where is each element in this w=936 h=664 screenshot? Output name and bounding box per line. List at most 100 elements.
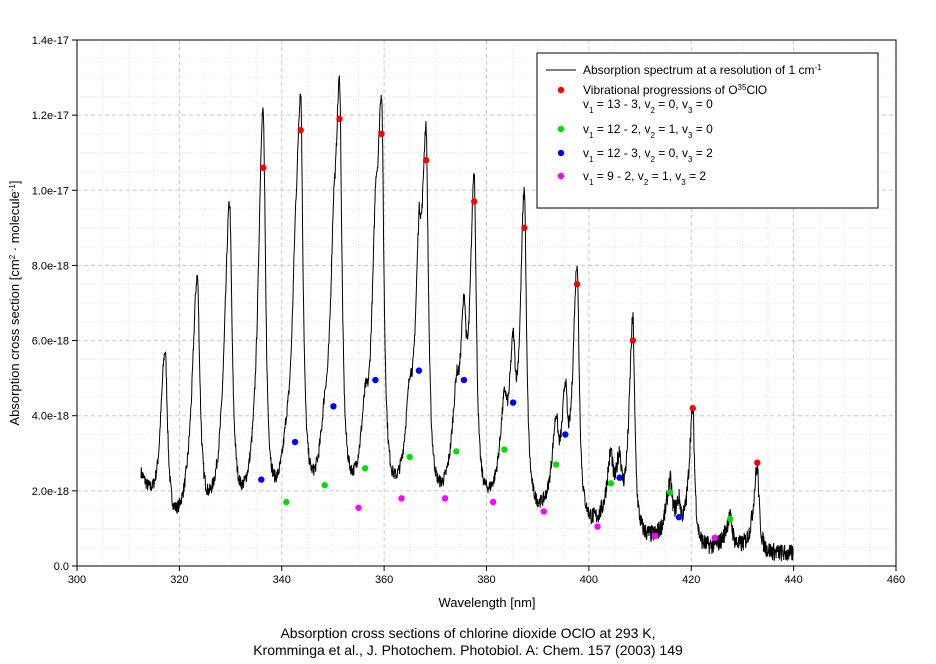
legend-marker-1 [557, 86, 565, 94]
marker-series-1 [689, 405, 696, 412]
legend-text-part: 35 [738, 83, 747, 92]
legend-text-part: = 9 - 2, v [593, 169, 643, 183]
x-tick-label: 400 [580, 574, 598, 586]
legend-text-part: 2 [650, 155, 655, 164]
marker-series-2 [726, 515, 734, 523]
marker-series-3 [415, 367, 423, 374]
marker-series-4 [355, 504, 362, 511]
legend-sublabel-1: v1 = 13 - 3, v2 = 0, v3 = 0 [583, 97, 713, 115]
marker-series-3 [258, 476, 265, 483]
marker-series-1 [471, 198, 478, 205]
legend-label-3: v1 = 12 - 3, v2 = 0, v3 = 2 [583, 146, 713, 164]
legend-text-part: = 0, v [655, 146, 688, 160]
x-tick-label: 440 [784, 574, 802, 586]
marker-series-1 [573, 281, 581, 288]
legend-text-part: = 13 - 3, v [593, 97, 650, 111]
y-tick-label: 1.4e-17 [32, 35, 69, 47]
legend-text-part: ClO [746, 83, 767, 97]
marker-series-4 [441, 495, 449, 502]
y-axis-title: Absorption cross section [cm2 · molecule… [7, 181, 22, 426]
marker-series-3 [616, 474, 623, 481]
x-tick-label: 420 [682, 574, 700, 586]
y-tick-label: 6.0e-18 [32, 336, 69, 348]
legend-text-part: -1 [814, 63, 822, 72]
legend-text-part: 2 [650, 106, 655, 115]
marker-series-4 [540, 508, 548, 515]
legend-label-1: Vibrational progressions of O35ClO [583, 83, 767, 98]
legend-text-part: 3 [688, 131, 693, 140]
legend-text-part: Absorption spectrum at a resolution of 1… [583, 63, 814, 77]
legend-marker-2 [557, 125, 565, 133]
y-axis: 0.0 2.0e-18 4.0e-18 6.0e-18 8.0e-18 1.0e-17 1.… [32, 35, 77, 573]
legend-text-part: 2 [650, 131, 655, 140]
legend-text-part: Vibrational progressions of O [583, 83, 738, 97]
marker-series-4 [711, 534, 718, 542]
marker-series-3 [330, 403, 337, 410]
marker-series-1 [422, 157, 430, 164]
y-axis-title-part: · molecule [7, 191, 22, 255]
legend-label-2: v1 = 12 - 2, v2 = 1, v3 = 0 [583, 122, 713, 140]
legend-text-part: v [583, 122, 589, 136]
marker-series-1 [336, 115, 343, 123]
x-axis-title: Wavelength [nm] [438, 595, 535, 610]
marker-series-2 [361, 465, 369, 472]
legend-text-part: 1 [589, 155, 594, 164]
legend-marker-4 [557, 172, 565, 180]
spectrum-line [140, 75, 794, 562]
x-tick-label: 460 [887, 574, 905, 586]
legend: Absorption spectrum at a resolution of 1… [536, 52, 879, 209]
marker-series-1 [521, 224, 528, 232]
marker-series-4 [594, 523, 601, 530]
caption-line-1: Absorption cross sections of chlorine di… [280, 625, 656, 641]
legend-label-4: v1 = 9 - 2, v2 = 1, v3 = 2 [583, 169, 706, 187]
legend-text-part: = 0, v [655, 97, 688, 111]
marker-series-1 [754, 459, 761, 466]
legend-text-part: = 0 [692, 122, 713, 136]
legend-text-part: 2 [644, 178, 649, 187]
legend-spectrum-label: Absorption spectrum at a resolution of 1… [583, 63, 822, 78]
y-axis-title-part: ] [7, 181, 22, 185]
marker-series-2 [283, 498, 290, 506]
legend-text-part: 1 [589, 106, 594, 115]
marker-series-3 [509, 399, 517, 406]
marker-series-3 [291, 438, 299, 446]
marker-series-4 [398, 495, 405, 502]
legend-text-part: v [583, 146, 589, 160]
x-tick-label: 320 [170, 574, 188, 586]
y-tick-label: 4.0e-18 [32, 411, 69, 423]
marker-series-1 [629, 337, 637, 344]
marker-series-1 [260, 164, 267, 171]
marker-series-4 [489, 498, 497, 506]
x-tick-label: 360 [375, 574, 393, 586]
legend-text-part: 3 [688, 106, 693, 115]
legend-text-part: = 1, v [655, 122, 688, 136]
marker-series-2 [552, 461, 560, 468]
legend-marker-3 [557, 149, 565, 157]
legend-text-part: = 2 [692, 146, 713, 160]
legend-text-part: = 0 [692, 97, 713, 111]
marker-series-1 [378, 130, 385, 138]
marker-series-2 [607, 480, 615, 487]
legend-text-part: = 12 - 2, v [593, 122, 650, 136]
y-axis-title-part: -1 [8, 184, 17, 192]
legend-text-part: v [583, 169, 589, 183]
y-tick-label: 8.0e-18 [32, 260, 69, 272]
legend-text-part: 1 [589, 131, 594, 140]
y-axis-title-part: 2 [8, 254, 17, 259]
marker-series-3 [460, 376, 468, 384]
y-tick-label: 2.0e-18 [32, 486, 69, 498]
chart: 300 320 340 360 380 400 420 440 460 0.0 2.0e-18 4.… [7, 35, 905, 610]
x-tick-label: 380 [477, 574, 495, 586]
marker-series-2 [321, 482, 328, 489]
legend-text-part: 3 [688, 155, 693, 164]
legend-text-part: = 1, v [648, 169, 681, 183]
legend-text-part: = 12 - 3, v [593, 146, 650, 160]
marker-series-3 [675, 513, 683, 521]
marker-series-3 [372, 376, 379, 384]
legend-text-part: = 2 [686, 169, 707, 183]
y-tick-label: 1.2e-17 [32, 110, 69, 122]
x-tick-label: 300 [68, 574, 86, 586]
marker-series-3 [562, 431, 569, 438]
legend-box [536, 52, 879, 209]
y-tick-label: 0.0 [54, 561, 69, 573]
